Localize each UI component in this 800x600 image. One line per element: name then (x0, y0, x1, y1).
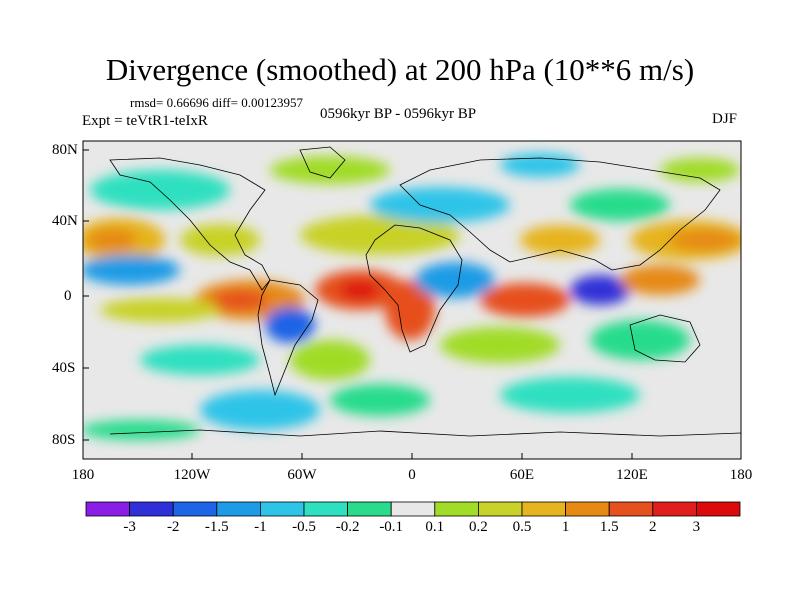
colorbar (85, 501, 741, 517)
period-label: 0596kyr BP - 0596kyr BP (320, 106, 477, 122)
colorbar-box-5 (303, 501, 348, 517)
colorbar-label-5: -0.2 (335, 519, 360, 535)
field-layer (83, 141, 741, 459)
coastlines (109, 146, 741, 437)
experiment-label: Expt = teVtR1-teIxR (82, 113, 208, 129)
colorbar-label-12: 2 (649, 519, 657, 535)
lat-tick-0: 0 (64, 288, 72, 304)
colorbar-label-4: -0.5 (292, 519, 316, 535)
colorbar-box-8 (434, 501, 479, 517)
colorbar-box-11 (565, 501, 610, 517)
stats-label: rmsd= 0.66696 diff= 0.00123957 (130, 95, 303, 110)
greenland-coast (299, 146, 346, 179)
africa-coast (365, 224, 463, 353)
colorbar-box-14 (696, 501, 741, 517)
colorbar-label-8: 0.2 (469, 519, 488, 535)
colorbar-box-4 (259, 501, 305, 517)
colorbar-box-10 (521, 501, 566, 517)
colorbar-box-3 (216, 501, 261, 517)
lon-tick-180w: 180 (71, 467, 95, 483)
plot-title: Divergence (smoothed) at 200 hPa (10**6 … (105, 52, 695, 87)
colorbar-box-9 (477, 501, 523, 517)
colorbar-box-7 (390, 501, 436, 517)
lat-tick-80s: 80S (52, 432, 76, 448)
season-label: DJF (712, 111, 738, 127)
colorbar-box-12 (608, 501, 654, 517)
colorbar-label-11: 1.5 (599, 519, 619, 535)
colorbar-label-10: 1 (561, 519, 570, 535)
colorbar-label-2: -1.5 (204, 519, 229, 535)
colorbar-box-13 (652, 501, 697, 517)
colorbar-box-0 (85, 501, 130, 517)
colorbar-label-9: 0.5 (512, 519, 532, 535)
colorbar-label-6: -0.1 (379, 519, 404, 535)
lon-tick-60e: 60E (509, 467, 535, 483)
lat-tick-40n: 40N (52, 213, 78, 229)
lon-tick-0: 0 (408, 467, 416, 483)
south-america-coast (257, 279, 319, 397)
australia-coast (629, 314, 701, 363)
colorbar-label-0: -3 (123, 519, 136, 535)
colorbar-label-3: -1 (254, 519, 267, 535)
axis-ticks (82, 149, 742, 459)
eurasia-coast (399, 157, 721, 271)
colorbar-box-1 (129, 501, 174, 517)
lon-tick-120w: 120W (173, 467, 211, 483)
colorbar-label-1: -2 (166, 519, 180, 535)
colorbar-box-2 (172, 501, 218, 517)
colorbar-label-13: 3 (692, 519, 701, 535)
lat-tick-80n: 80N (52, 142, 78, 158)
colorbar-box-6 (347, 501, 392, 517)
lon-tick-120e: 120E (616, 467, 648, 483)
lat-tick-40s: 40S (52, 360, 76, 376)
lon-tick-60w: 60W (287, 467, 317, 483)
antarctica-coast (109, 429, 741, 437)
colorbar-label-7: 0.1 (425, 519, 445, 535)
lon-tick-180e: 180 (729, 467, 753, 483)
